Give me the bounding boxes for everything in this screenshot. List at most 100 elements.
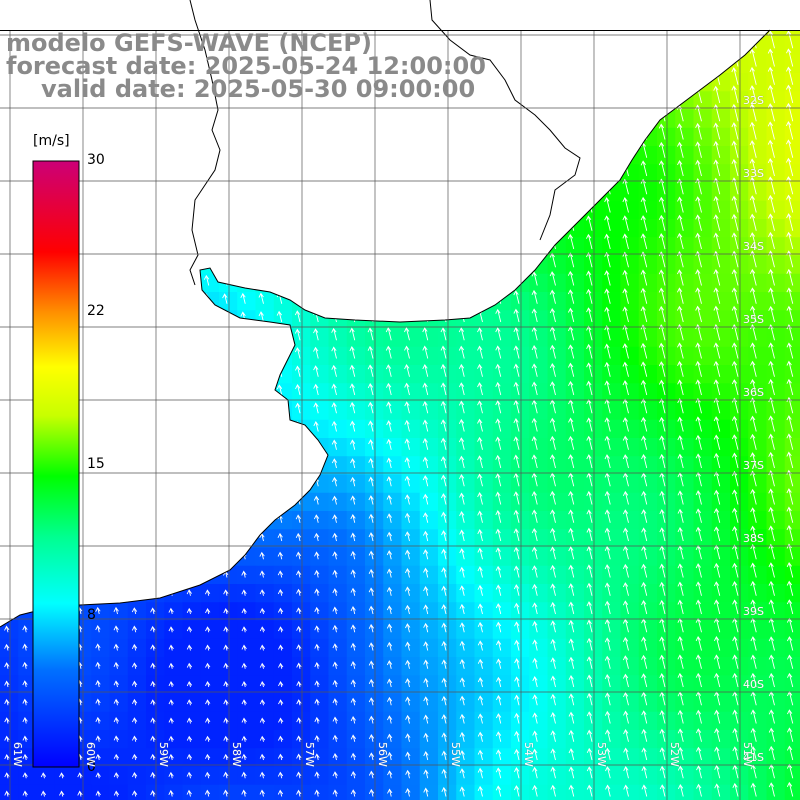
field-cell — [383, 164, 403, 184]
field-cell — [511, 273, 530, 293]
wind-arrow — [713, 287, 721, 304]
wind-arrow — [205, 699, 211, 706]
wind-arrow — [605, 766, 611, 779]
field-cell — [328, 419, 348, 439]
field-cell — [127, 273, 147, 293]
wind-arrow — [221, 108, 228, 122]
field-cell — [693, 657, 713, 676]
wind-arrow — [531, 197, 538, 213]
wind-arrow — [222, 514, 228, 523]
wind-arrow — [659, 654, 666, 669]
wind-arrow — [732, 507, 739, 523]
field-cell — [200, 730, 220, 749]
wind-arrow — [349, 327, 356, 341]
wind-arrow — [349, 254, 356, 268]
field-cell — [675, 237, 695, 257]
field-cell — [620, 529, 640, 549]
field-cell — [18, 638, 38, 658]
field-cell — [602, 675, 622, 695]
wind-arrow — [677, 490, 684, 505]
wind-arrow — [622, 233, 629, 250]
wind-arrow — [405, 659, 411, 669]
wind-arrow — [768, 525, 775, 542]
field-cell — [529, 219, 549, 238]
wind-arrow — [258, 311, 264, 323]
wind-arrow — [732, 489, 739, 505]
field-cell — [620, 200, 640, 220]
field-cell — [146, 529, 165, 549]
wind-arrow — [713, 544, 721, 560]
field-cell — [620, 638, 640, 658]
wind-arrow — [767, 66, 775, 85]
field-cell — [182, 456, 202, 476]
field-cell — [511, 255, 530, 275]
field-cell — [127, 365, 147, 384]
field-cell — [730, 492, 749, 512]
field-cell — [292, 383, 311, 403]
wind-arrow — [403, 180, 410, 195]
wind-arrow — [604, 454, 611, 469]
field-cell — [693, 547, 713, 567]
field-cell — [401, 127, 421, 147]
wind-arrow — [131, 551, 138, 560]
field-cell — [547, 401, 567, 421]
wind-arrow — [494, 33, 502, 49]
wind-arrow — [185, 367, 192, 377]
wind-arrow — [205, 662, 211, 669]
wind-arrow — [513, 308, 520, 323]
lon-label-53w: 53W — [595, 742, 608, 767]
wind-arrow — [113, 753, 120, 761]
field-cell — [292, 146, 311, 165]
wind-arrow — [204, 311, 210, 323]
wind-arrow — [422, 456, 429, 469]
field-cell — [748, 219, 768, 238]
field-cell — [419, 109, 439, 129]
wind-arrow — [132, 735, 138, 742]
wind-arrow — [549, 381, 556, 396]
field-cell — [273, 693, 293, 713]
wind-arrow — [677, 765, 684, 779]
wind-arrow — [277, 532, 283, 542]
wind-arrow — [314, 716, 320, 724]
wind-arrow — [694, 30, 702, 31]
field-cell — [474, 365, 494, 384]
field-cell — [419, 127, 439, 147]
field-cell — [0, 657, 19, 676]
colorbar-tick-15: 15 — [87, 456, 105, 472]
field-cell — [584, 511, 603, 530]
wind-arrow — [404, 475, 410, 487]
wind-arrow — [477, 436, 483, 450]
field-cell — [474, 273, 494, 293]
field-cell — [766, 693, 786, 713]
field-cell — [219, 547, 238, 567]
field-cell — [456, 565, 476, 585]
field-cell — [565, 492, 585, 512]
wind-arrow — [405, 623, 411, 633]
field-cell — [584, 127, 603, 147]
field-cell — [766, 766, 786, 786]
field-cell — [602, 127, 622, 147]
field-cell — [456, 620, 476, 640]
field-cell — [730, 693, 749, 713]
field-cell — [91, 565, 111, 585]
field-cell — [638, 693, 658, 713]
field-cell — [419, 511, 439, 530]
wind-arrow — [3, 441, 10, 450]
wind-arrow — [222, 293, 228, 304]
field-cell — [219, 310, 238, 330]
wind-arrow — [3, 331, 9, 341]
field-cell — [401, 200, 421, 220]
field-cell — [365, 0, 384, 19]
wind-arrow — [404, 364, 410, 377]
field-cell — [255, 492, 275, 512]
wind-arrow — [222, 256, 228, 268]
wind-arrow — [695, 490, 702, 505]
wind-arrow — [150, 607, 156, 615]
field-cell — [255, 784, 275, 800]
wind-arrow — [549, 141, 556, 158]
wind-arrow — [422, 364, 429, 377]
field-cell — [529, 383, 549, 403]
field-cell — [255, 365, 275, 384]
wind-arrow — [385, 327, 392, 341]
field-cell — [255, 766, 275, 786]
